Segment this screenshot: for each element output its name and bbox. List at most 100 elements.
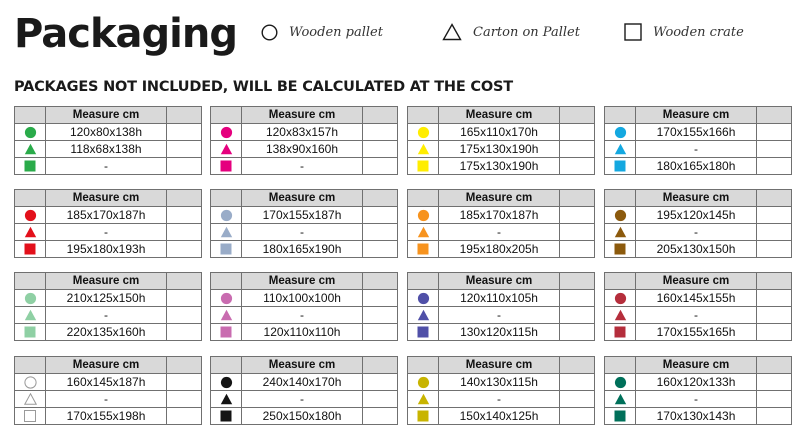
empty-cell (166, 323, 202, 341)
table-row: - (210, 390, 398, 408)
header-empty-cell (166, 272, 202, 290)
empty-cell (559, 206, 595, 224)
measure-header: Measure cm (635, 106, 757, 124)
measure-header: Measure cm (45, 272, 167, 290)
page-title: Packaging (14, 11, 238, 57)
shape-cell-crate (14, 240, 46, 258)
empty-cell (166, 223, 202, 241)
empty-cell (362, 157, 398, 175)
triangle-icon (417, 393, 429, 405)
shape-cell-carton (407, 223, 439, 241)
empty-cell (362, 240, 398, 258)
table-row: 195x180x205h (407, 240, 595, 258)
empty-cell (559, 390, 595, 408)
package-table: Measure cm 160x145x187h -170x155x198h (14, 356, 202, 425)
corner-cell (14, 189, 46, 207)
header-empty-cell (756, 356, 792, 374)
measure-value: 120x80x138h (45, 123, 167, 141)
measure-value: 160x120x133h (635, 373, 757, 391)
measure-value: 185x170x187h (438, 206, 560, 224)
package-table: Measure cm 195x120x145h -205x130x150h (604, 189, 792, 258)
empty-cell (559, 289, 595, 307)
table-row: 165x110x170h (407, 123, 595, 141)
shape-cell-pallet (210, 206, 242, 224)
empty-cell (362, 206, 398, 224)
shape-cell-pallet (407, 206, 439, 224)
measure-value: - (438, 306, 560, 324)
measure-value: 240x140x170h (241, 373, 363, 391)
package-table: Measure cm 160x120x133h -170x130x143h (604, 356, 792, 425)
measure-value: 120x110x105h (438, 289, 560, 307)
empty-cell (166, 289, 202, 307)
triangle-icon (417, 143, 429, 155)
measure-value: - (45, 223, 167, 241)
measure-header: Measure cm (438, 189, 560, 207)
empty-cell (362, 223, 398, 241)
package-table: Measure cm 240x140x170h -250x150x180h (210, 356, 398, 425)
corner-cell (14, 106, 46, 124)
table-row: 150x140x125h (407, 407, 595, 425)
empty-cell (166, 390, 202, 408)
table-row: 170x155x165h (604, 323, 792, 341)
shape-cell-pallet (14, 373, 46, 391)
triangle-icon (417, 309, 429, 321)
empty-cell (362, 140, 398, 158)
square-icon (417, 160, 429, 172)
shape-cell-crate (407, 323, 439, 341)
measure-value: 220x135x160h (45, 323, 167, 341)
table-row: - (407, 390, 595, 408)
square-icon (24, 326, 36, 338)
measure-value: - (635, 306, 757, 324)
shape-cell-pallet (604, 289, 636, 307)
circle-icon (220, 376, 232, 388)
measure-header: Measure cm (241, 189, 363, 207)
triangle-icon (220, 309, 232, 321)
circle-icon (261, 23, 278, 41)
empty-cell (559, 373, 595, 391)
corner-cell (604, 272, 636, 290)
corner-cell (604, 356, 636, 374)
table-row: 185x170x187h (407, 206, 595, 224)
square-icon (417, 243, 429, 255)
table-row: - (14, 223, 202, 241)
empty-cell (166, 206, 202, 224)
empty-cell (166, 407, 202, 425)
table-row: - (210, 306, 398, 324)
table-row: 140x130x115h (407, 373, 595, 391)
empty-cell (559, 306, 595, 324)
square-icon (220, 243, 232, 255)
measure-value: 205x130x150h (635, 240, 757, 258)
circle-icon (417, 292, 429, 304)
shape-cell-carton (14, 223, 46, 241)
header-empty-cell (362, 272, 398, 290)
square-icon (417, 326, 429, 338)
measure-value: - (635, 140, 757, 158)
table-row: - (604, 223, 792, 241)
measure-header: Measure cm (438, 106, 560, 124)
shape-cell-carton (14, 390, 46, 408)
header-empty-cell (166, 189, 202, 207)
shape-cell-crate (14, 157, 46, 175)
shape-cell-crate (14, 323, 46, 341)
corner-cell (407, 189, 439, 207)
shape-cell-carton (210, 390, 242, 408)
empty-cell (362, 323, 398, 341)
table-row: 175x130x190h (407, 140, 595, 158)
package-table: Measure cm 160x145x155h -170x155x165h (604, 272, 792, 341)
shape-cell-crate (210, 323, 242, 341)
empty-cell (756, 123, 792, 141)
package-table: Measure cm 120x110x105h -130x120x115h (407, 272, 595, 341)
shape-cell-pallet (604, 206, 636, 224)
table-row: 170x155x166h (604, 123, 792, 141)
shape-cell-pallet (14, 123, 46, 141)
header-empty-cell (756, 106, 792, 124)
table-row: 138x90x160h (210, 140, 398, 158)
shape-cell-carton (604, 140, 636, 158)
triangle-icon (220, 393, 232, 405)
empty-cell (756, 289, 792, 307)
empty-cell (756, 223, 792, 241)
square-icon (220, 326, 232, 338)
shape-cell-carton (407, 390, 439, 408)
package-table: Measure cm 185x170x187h -195x180x205h (407, 189, 595, 258)
empty-cell (362, 289, 398, 307)
